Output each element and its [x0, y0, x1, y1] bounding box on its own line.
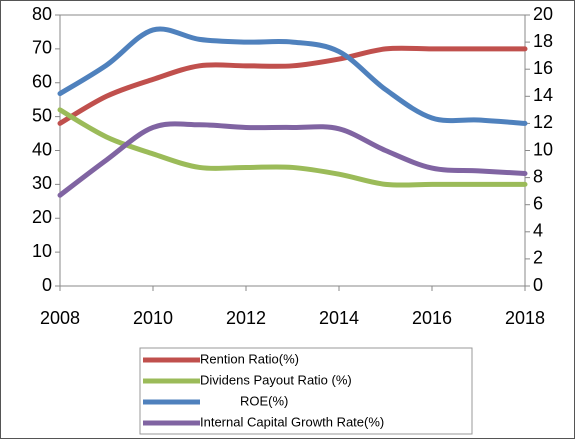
y-tick-label: 20 — [32, 207, 52, 227]
legend-label: ROE(%) — [240, 393, 288, 408]
y2-tick-label: 10 — [533, 139, 553, 159]
y2-tick-label: 20 — [533, 4, 553, 24]
y-tick-label: 80 — [32, 4, 52, 24]
y-tick-label: 0 — [42, 275, 52, 295]
legend-box — [139, 347, 473, 435]
y2-tick-label: 14 — [533, 85, 553, 105]
legend-label: Rention Ratio(%) — [200, 351, 299, 366]
y2-tick-label: 4 — [533, 221, 543, 241]
x-tick-label: 2018 — [505, 308, 545, 328]
series-line — [57, 45, 528, 126]
y2-tick-label: 0 — [533, 275, 543, 295]
y-tick-label: 60 — [32, 72, 52, 92]
x-tick-label: 2014 — [319, 308, 359, 328]
y2-tick-label: 18 — [533, 31, 553, 51]
legend-label: Dividens Payout Ratio (%) — [200, 372, 352, 387]
y2-tick-label: 6 — [533, 193, 543, 213]
y2-tick-label: 16 — [533, 58, 553, 78]
y-tick-label: 10 — [32, 241, 52, 261]
y2-tick-label: 12 — [533, 112, 553, 132]
legend-label: Internal Capital Growth Rate(%) — [200, 414, 384, 429]
x-tick-label: 2012 — [226, 308, 266, 328]
y-tick-label: 50 — [32, 105, 52, 125]
x-tick-label: 2010 — [133, 308, 173, 328]
y-tick-label: 40 — [32, 139, 52, 159]
x-tick-label: 2008 — [40, 308, 80, 328]
series-line — [57, 107, 528, 188]
y-tick-label: 30 — [32, 173, 52, 193]
y2-tick-label: 2 — [533, 248, 543, 268]
series-line — [57, 26, 528, 126]
x-tick-label: 2016 — [412, 308, 452, 328]
y-tick-label: 70 — [32, 38, 52, 58]
series-line — [57, 121, 528, 198]
y2-tick-label: 8 — [533, 166, 543, 186]
